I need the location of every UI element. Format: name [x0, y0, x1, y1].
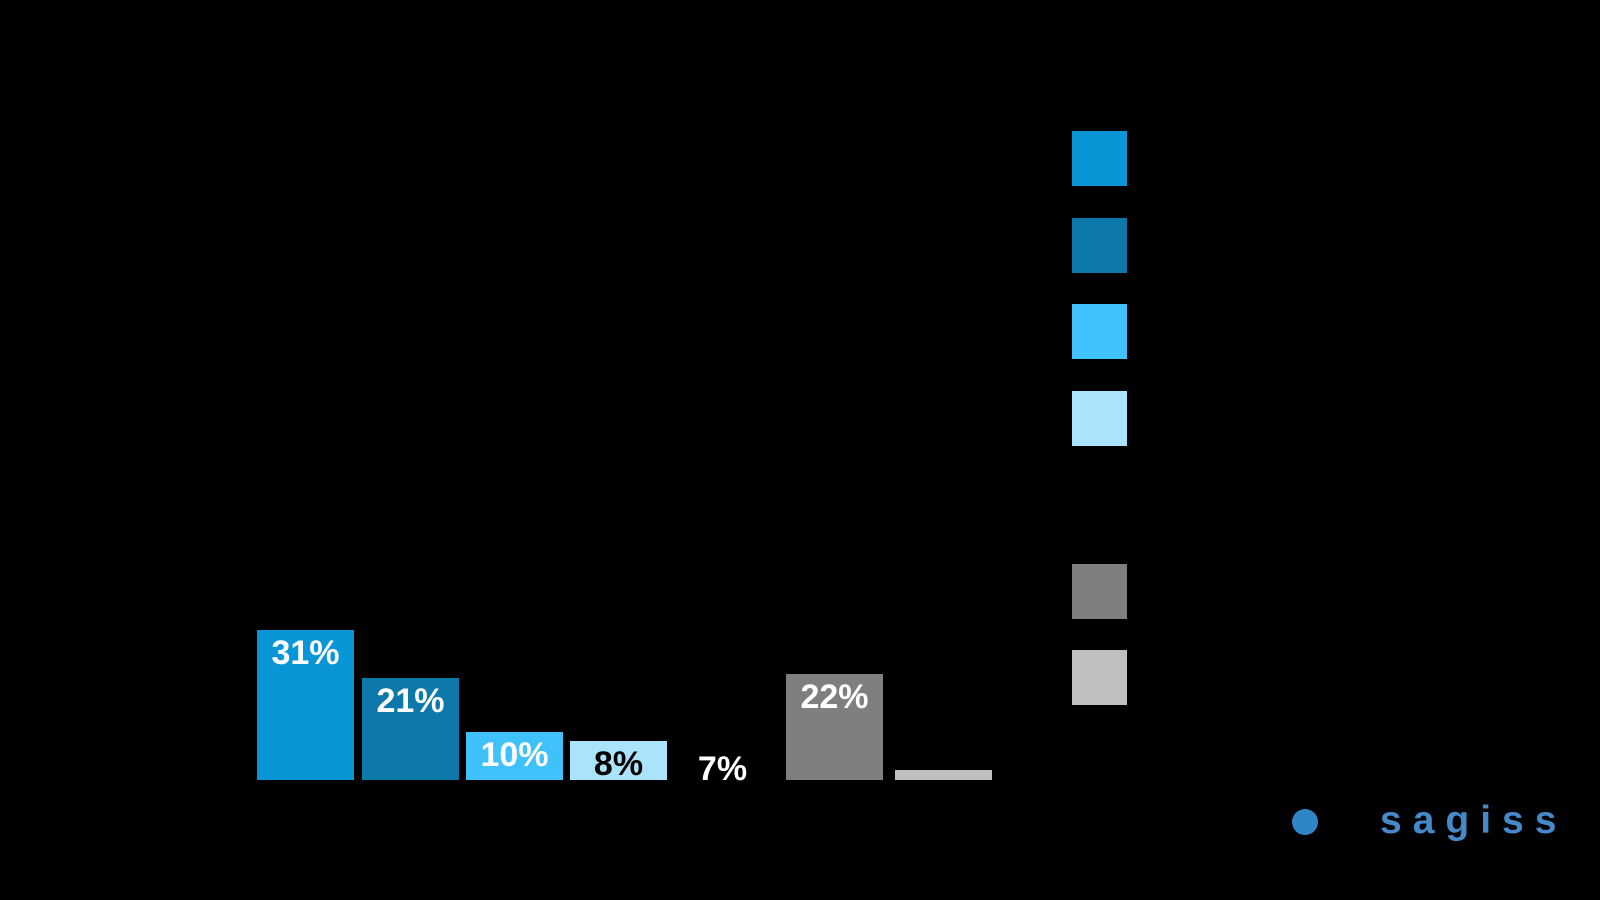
bar-value-label: 22% — [800, 678, 869, 716]
bar-value-label: 10% — [480, 736, 549, 774]
legend-swatch — [1072, 564, 1127, 619]
legend-swatch — [1072, 304, 1127, 359]
bar: 21% — [362, 678, 459, 780]
bar: 22% — [786, 674, 883, 780]
legend-swatch — [1072, 650, 1127, 705]
bar — [895, 770, 992, 780]
bar: 10% — [466, 732, 563, 780]
chart-legend — [1072, 0, 1127, 900]
bar-value-label: 7% — [697, 750, 748, 788]
bar: 8% — [570, 741, 667, 783]
bar-value-label: 21% — [376, 682, 445, 720]
bar-value-label: 8% — [593, 745, 644, 783]
legend-swatch — [1072, 477, 1127, 532]
legend-swatch — [1072, 391, 1127, 446]
logo-dot-icon — [1292, 809, 1318, 835]
legend-swatch — [1072, 131, 1127, 186]
bar: 7% — [674, 746, 771, 786]
legend-swatch — [1072, 218, 1127, 273]
bar: 31% — [257, 630, 354, 780]
bar-value-label: 31% — [271, 634, 340, 672]
logo-text: sagiss — [1380, 798, 1568, 842]
sagiss-logo: sagiss — [1292, 790, 1567, 850]
